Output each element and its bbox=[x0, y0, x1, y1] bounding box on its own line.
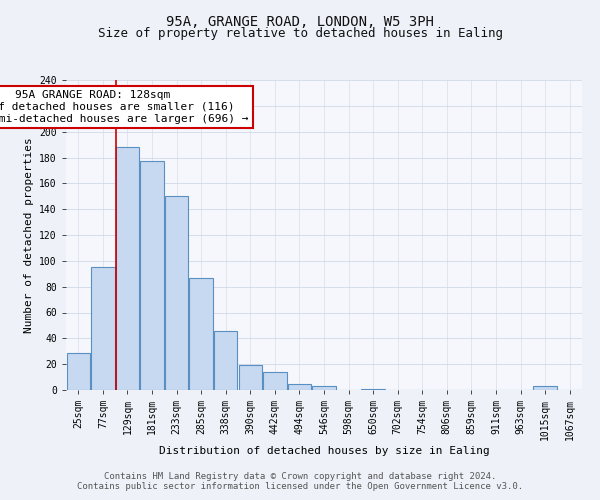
Bar bbox=[140, 162, 164, 390]
Bar bbox=[239, 366, 262, 390]
Bar bbox=[67, 352, 90, 390]
Bar bbox=[263, 372, 287, 390]
Text: Contains HM Land Registry data © Crown copyright and database right 2024.: Contains HM Land Registry data © Crown c… bbox=[104, 472, 496, 481]
Bar bbox=[91, 268, 115, 390]
Bar bbox=[313, 386, 335, 390]
Bar bbox=[288, 384, 311, 390]
Bar bbox=[361, 388, 385, 390]
Y-axis label: Number of detached properties: Number of detached properties bbox=[24, 137, 34, 333]
Bar bbox=[533, 386, 557, 390]
Bar bbox=[165, 196, 188, 390]
Bar bbox=[116, 147, 139, 390]
Text: Size of property relative to detached houses in Ealing: Size of property relative to detached ho… bbox=[97, 28, 503, 40]
Bar bbox=[190, 278, 213, 390]
Bar bbox=[214, 330, 238, 390]
X-axis label: Distribution of detached houses by size in Ealing: Distribution of detached houses by size … bbox=[158, 446, 490, 456]
Text: 95A GRANGE ROAD: 128sqm
← 14% of detached houses are smaller (116)
85% of semi-d: 95A GRANGE ROAD: 128sqm ← 14% of detache… bbox=[0, 90, 248, 124]
Text: Contains public sector information licensed under the Open Government Licence v3: Contains public sector information licen… bbox=[77, 482, 523, 491]
Text: 95A, GRANGE ROAD, LONDON, W5 3PH: 95A, GRANGE ROAD, LONDON, W5 3PH bbox=[166, 15, 434, 29]
